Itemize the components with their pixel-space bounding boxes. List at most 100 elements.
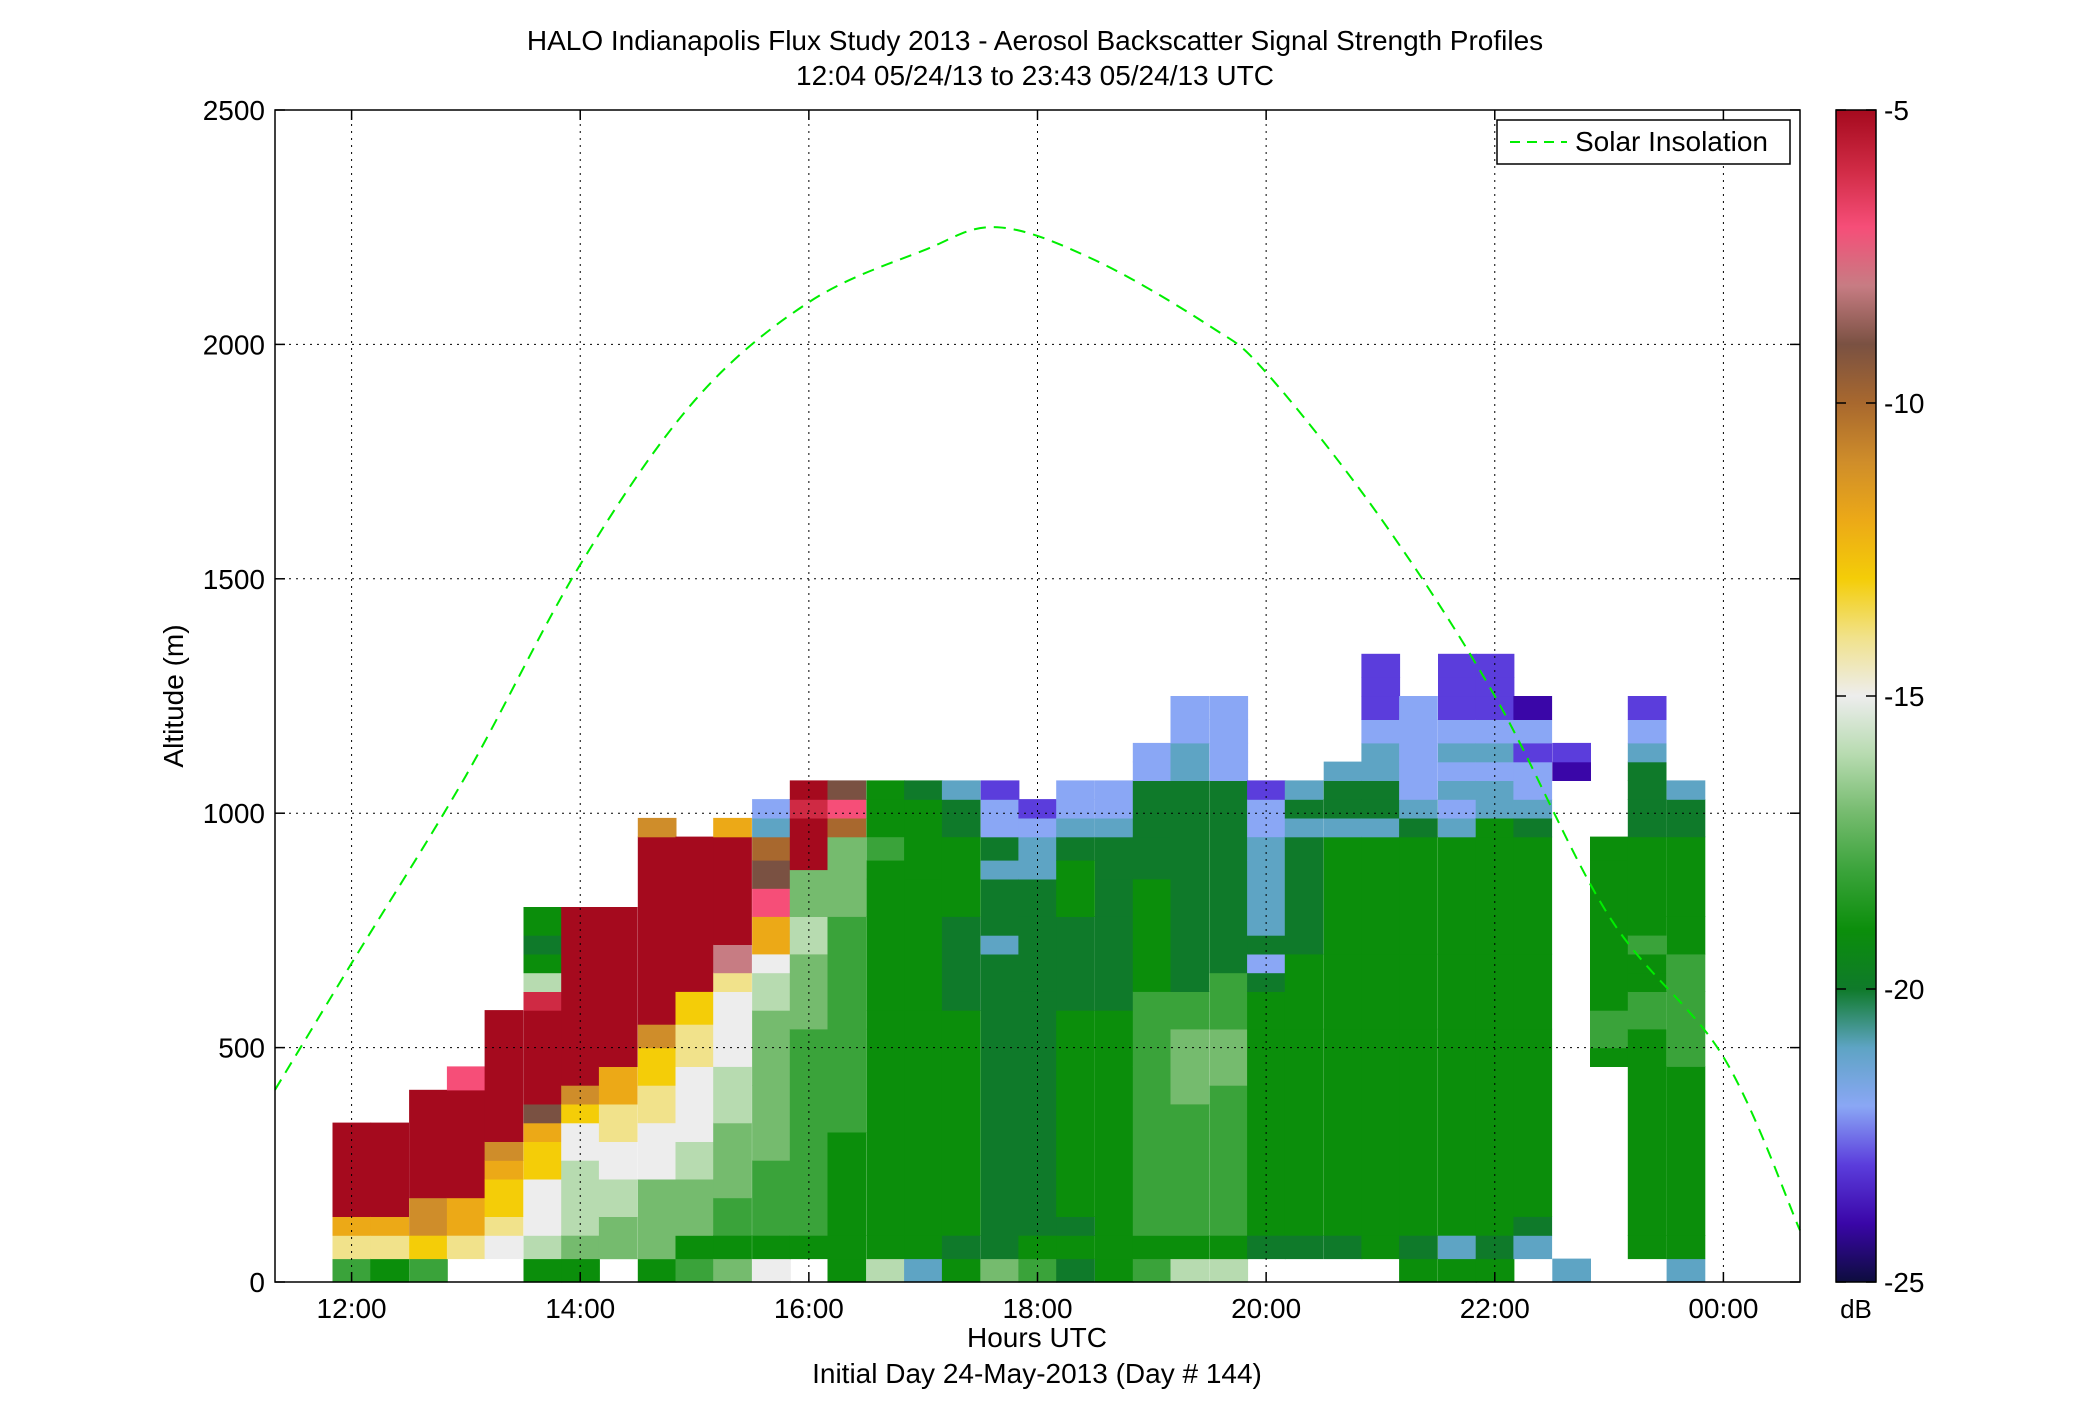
heatmap-cell	[675, 1066, 715, 1142]
heatmap-cell	[1475, 953, 1515, 1030]
x-tick-label: 14:00	[545, 1293, 615, 1324]
heatmap-cell	[1056, 817, 1095, 838]
heatmap-cell	[1056, 916, 1095, 1011]
heatmap-cell	[1170, 1258, 1210, 1283]
legend-entry-solar-insolation: Solar Insolation	[1575, 126, 1768, 157]
heatmap-cell	[1399, 1028, 1438, 1236]
heatmap-cell	[1361, 1028, 1401, 1236]
heatmap-cell	[1170, 780, 1210, 992]
heatmap-cell	[789, 817, 829, 871]
heatmap-cell	[1666, 1235, 1706, 1260]
heatmap-cell	[1399, 780, 1438, 800]
heatmap-cell	[1513, 780, 1553, 800]
heatmap-cell	[1513, 742, 1553, 763]
heatmap-cell	[827, 1028, 867, 1133]
heatmap-cell	[1666, 836, 1706, 917]
heatmap-cell	[1056, 799, 1095, 819]
heatmap-cell	[1323, 953, 1363, 1030]
heatmap-cell	[1323, 817, 1363, 838]
heatmap-cell	[1399, 953, 1438, 1030]
heatmap-cell	[484, 1010, 524, 1142]
heatmap-cell	[1361, 677, 1401, 697]
heatmap-cell	[1627, 953, 1667, 974]
colorbar-tick-label: -10	[1884, 388, 1924, 419]
heatmap-cell	[1399, 799, 1438, 819]
heatmap-cell	[827, 1235, 867, 1260]
heatmap-cell	[637, 1085, 677, 1124]
heatmap-cell	[598, 1141, 638, 1180]
heatmap-cell	[1475, 677, 1515, 697]
heatmap-cell	[1056, 836, 1095, 861]
heatmap-cell	[675, 836, 715, 992]
heatmap-cell	[1552, 742, 1591, 763]
y-tick-label: 1500	[203, 564, 265, 595]
heatmap-cell	[1361, 761, 1401, 781]
heatmap-cell	[1513, 799, 1553, 819]
heatmap-cell	[1513, 1028, 1553, 1217]
heatmap-cell	[1399, 1258, 1438, 1283]
heatmap-cell	[1666, 1066, 1706, 1236]
heatmap-cell	[1209, 1085, 1249, 1236]
heatmap-cell	[1438, 836, 1477, 955]
heatmap-cell	[523, 935, 563, 955]
x-tick-label: 00:00	[1688, 1293, 1758, 1324]
heatmap-cell	[598, 1103, 638, 1142]
heatmap-cell	[1399, 696, 1438, 720]
heatmap-cell	[1513, 953, 1553, 1030]
heatmap-cell	[523, 991, 563, 1011]
y-tick-label: 1000	[203, 798, 265, 829]
y-tick-label: 2000	[203, 329, 265, 360]
heatmap-cell	[1399, 761, 1438, 781]
heatmap-cell	[1247, 953, 1286, 974]
heatmap-cell	[1247, 991, 1286, 1030]
heatmap-cell	[1475, 817, 1515, 838]
heatmap-cell	[409, 1235, 448, 1260]
heatmap-cell	[1209, 696, 1249, 720]
colorbar-ticks: -5 -10 -15 -20 -25	[1836, 95, 1924, 1298]
heatmap-cell	[1627, 1235, 1667, 1260]
heatmap-cell	[1209, 719, 1249, 744]
heatmap-cell	[370, 1216, 409, 1236]
heatmap-cell	[1666, 1258, 1706, 1283]
heatmap-cell	[523, 1010, 563, 1105]
heatmap-cell	[1095, 836, 1134, 880]
heatmap-cell	[752, 972, 791, 1011]
heatmap-cell	[675, 1024, 715, 1067]
x-tick-label: 12:00	[317, 1293, 387, 1324]
heatmap-cell	[1056, 780, 1095, 800]
heatmap-cell	[1627, 972, 1667, 992]
heatmap-cell	[941, 1010, 981, 1236]
y-axis-label: Altitude (m)	[158, 624, 189, 767]
heatmap-cell	[752, 1258, 791, 1283]
heatmap-cell	[1284, 836, 1324, 955]
heatmap-cell	[866, 860, 906, 1011]
heatmap-cell	[1475, 742, 1515, 763]
heatmap-cell	[1399, 836, 1438, 955]
heatmap-cells	[332, 653, 1706, 1283]
heatmap-cell	[1170, 742, 1210, 781]
heatmap-cell	[561, 907, 600, 1086]
heatmap-cell	[1627, 836, 1667, 936]
heatmap-cell	[866, 836, 906, 861]
heatmap-cell	[1170, 696, 1210, 720]
heatmap-cell	[523, 1103, 563, 1124]
heatmap-cell	[1627, 719, 1667, 744]
heatmap-cell	[561, 1235, 600, 1260]
heatmap-cell	[1095, 916, 1134, 1011]
heatmap-cell	[370, 1258, 409, 1283]
heatmap-cell	[598, 1066, 638, 1105]
heatmap-cell	[1095, 1010, 1134, 1236]
heatmap-cell	[1438, 677, 1477, 697]
heatmap-cell	[598, 1216, 638, 1260]
heatmap-cell	[1284, 1235, 1324, 1260]
heatmap-cell	[713, 991, 752, 1067]
heatmap-cell	[1475, 761, 1515, 781]
heatmap-cell	[598, 1178, 638, 1217]
heatmap-cell	[637, 1178, 677, 1260]
heatmap-cell	[1590, 836, 1629, 861]
heatmap-cell	[598, 907, 638, 1067]
heatmap-cell	[561, 1085, 600, 1105]
heatmap-cell	[866, 1010, 906, 1236]
heatmap-cell	[1247, 836, 1286, 861]
heatmap-cell	[980, 878, 1020, 936]
